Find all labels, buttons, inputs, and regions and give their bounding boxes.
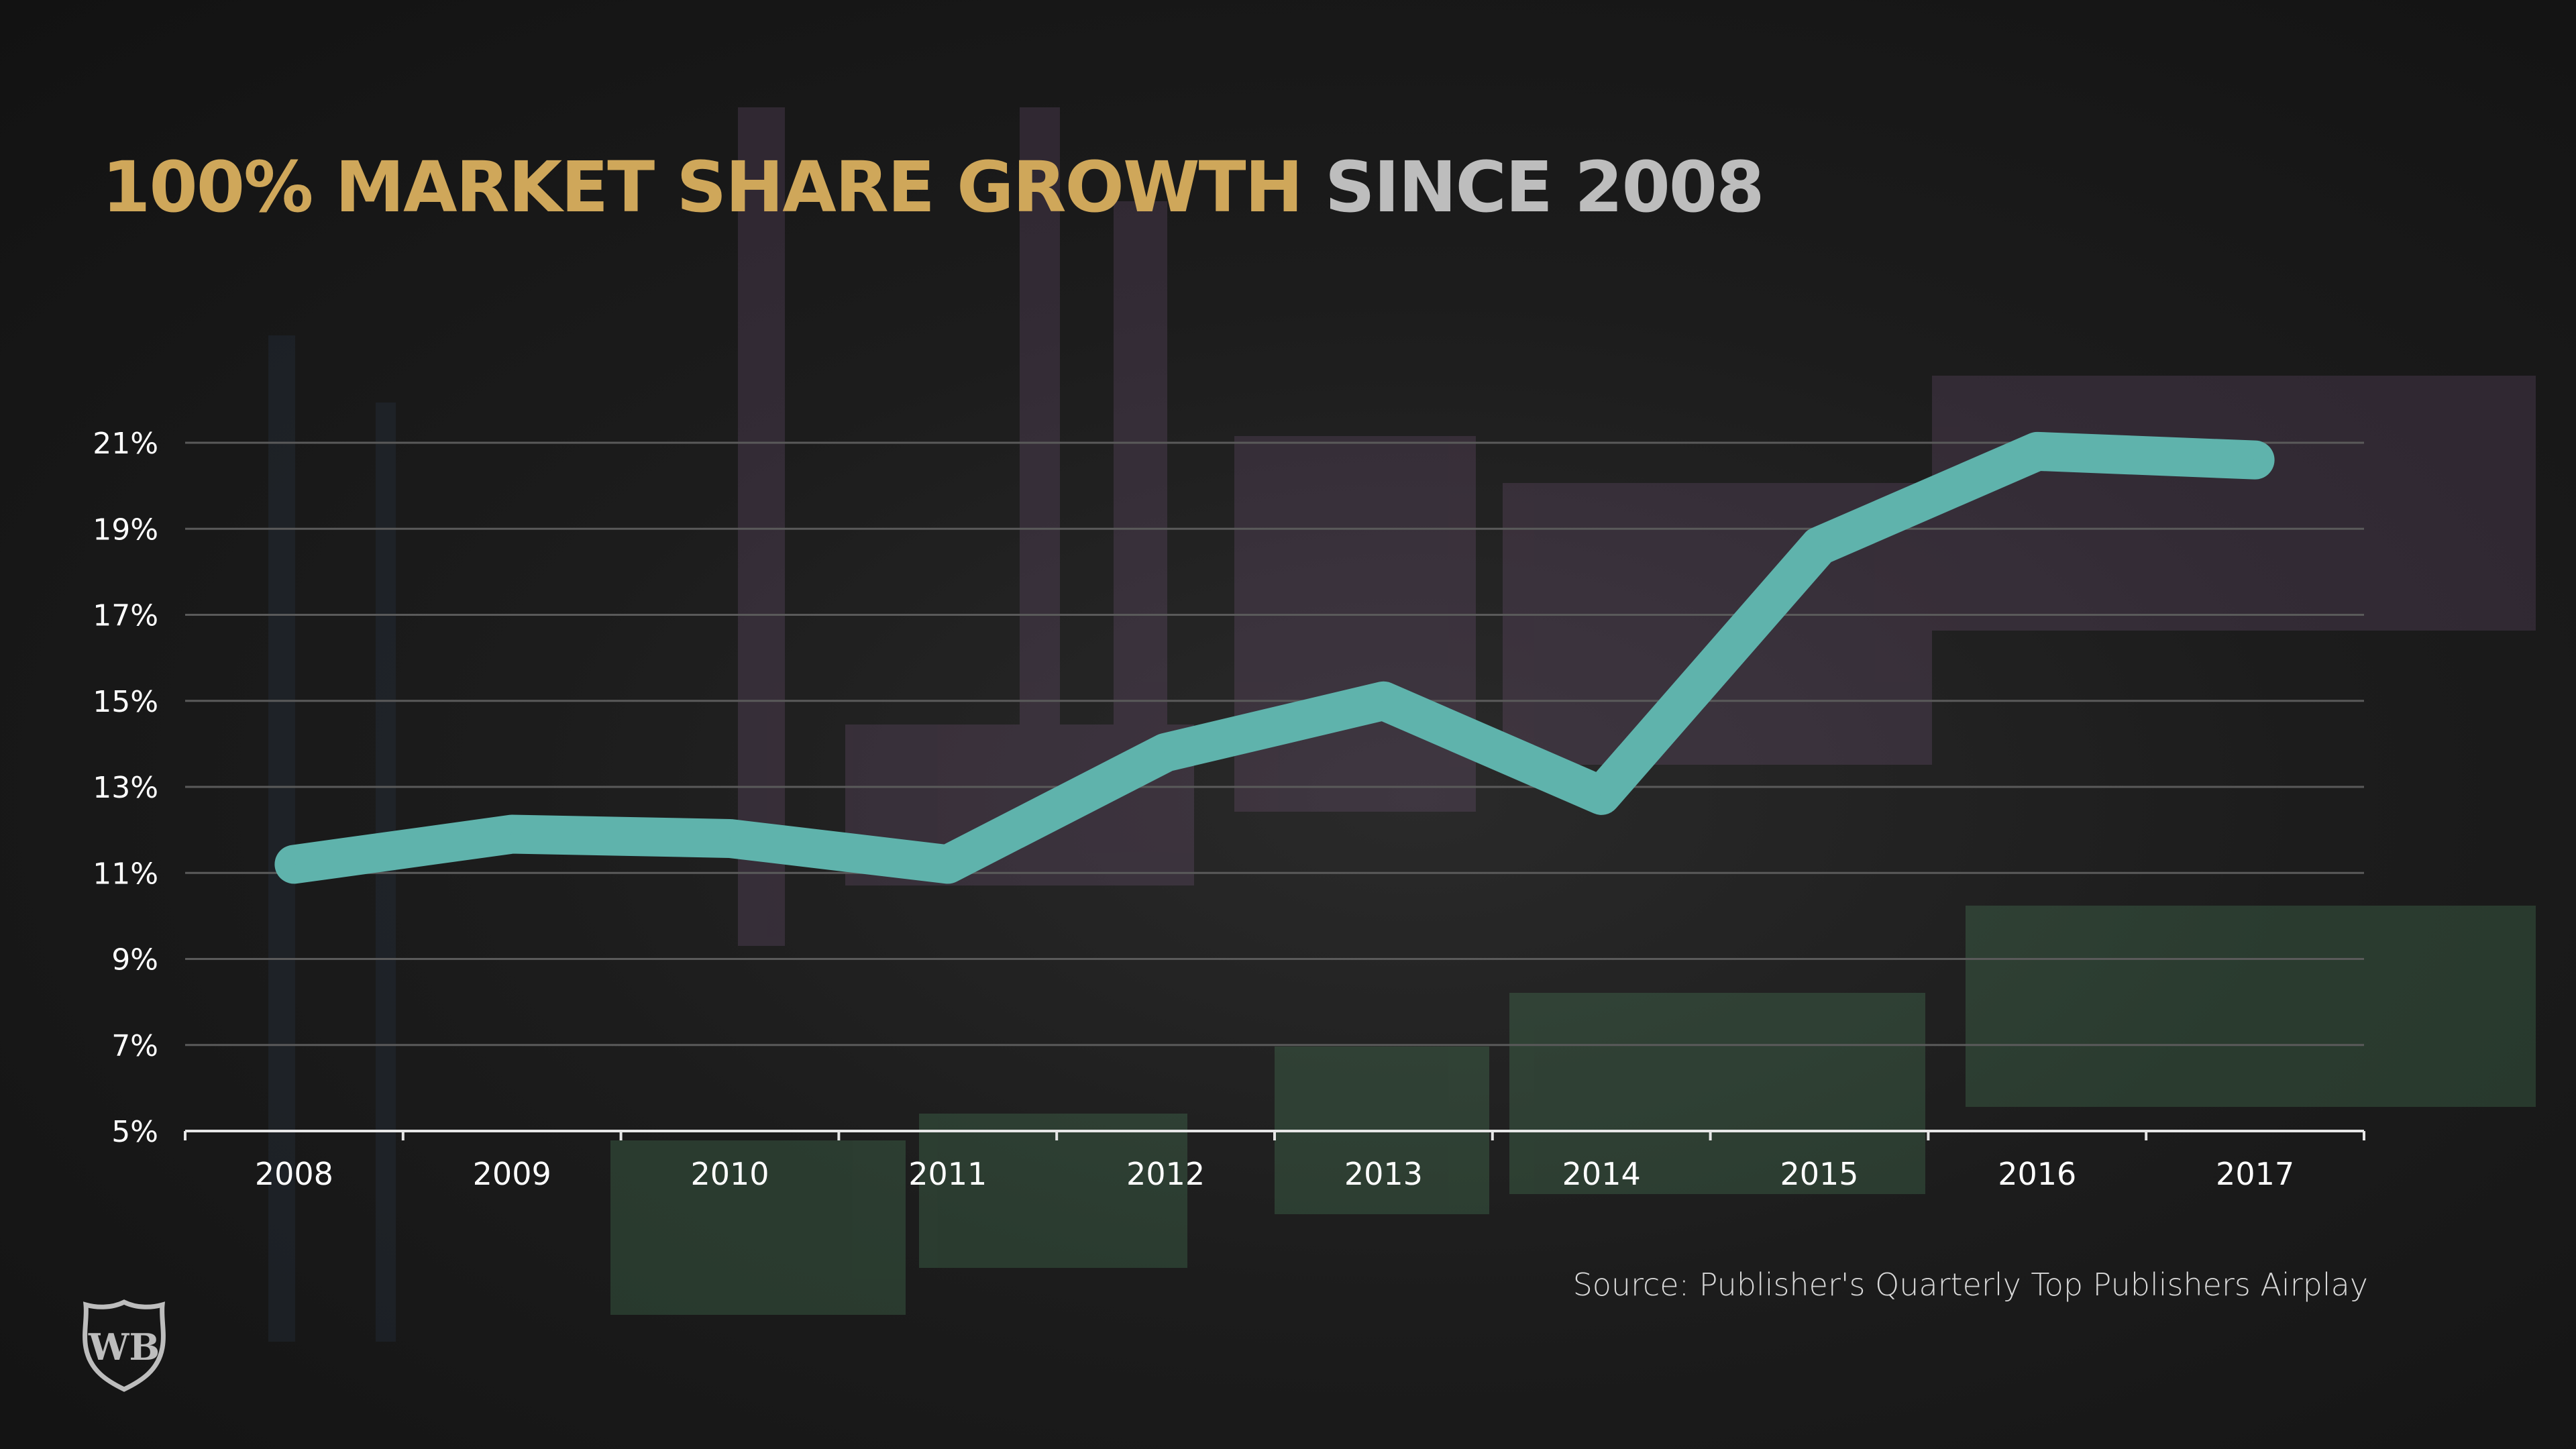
y-tick-label: 9% [111,943,158,977]
data-point [292,863,296,866]
x-tick-label: 2009 [473,1156,551,1192]
title-highlight: 100% MARKET SHARE GROWTH [102,146,1303,228]
data-point [1600,794,1603,797]
data-point [1164,751,1167,754]
data-point [946,863,949,866]
data-point [1818,544,1821,547]
series-line [274,431,2275,884]
x-tick-label: 2010 [690,1156,769,1192]
y-tick-label: 21% [93,427,158,461]
data-point [1382,699,1385,702]
y-tick-label: 11% [93,857,158,891]
page-title: 100% MARKET SHARE GROWTH SINCE 2008 [102,146,1765,228]
logo-text: WB [88,1326,160,1368]
data-point [2035,449,2039,453]
x-tick-label: 2012 [1126,1156,1205,1192]
x-tick-label: 2011 [908,1156,987,1192]
x-tick-label: 2014 [1562,1156,1641,1192]
y-tick-label: 7% [111,1029,158,1063]
x-tick-label: 2013 [1344,1156,1423,1192]
title-rest: SINCE 2008 [1301,146,1765,228]
x-tick-label: 2015 [1780,1156,1858,1192]
wb-shield-icon: WB [83,1299,166,1392]
y-tick-label: 15% [93,685,158,719]
data-point [729,837,731,840]
data-point [511,833,514,836]
data-point [2253,458,2257,462]
x-tick-label: 2016 [1998,1156,2076,1192]
source-note: Source: Publisher's Quarterly Top Publis… [1572,1267,2368,1303]
y-tick-label: 19% [93,513,158,547]
x-tick-label: 2017 [2216,1156,2294,1192]
x-tick-label: 2008 [255,1156,333,1192]
y-tick-label: 13% [93,771,158,805]
y-tick-label: 17% [93,599,158,633]
y-tick-label: 5% [111,1115,158,1149]
